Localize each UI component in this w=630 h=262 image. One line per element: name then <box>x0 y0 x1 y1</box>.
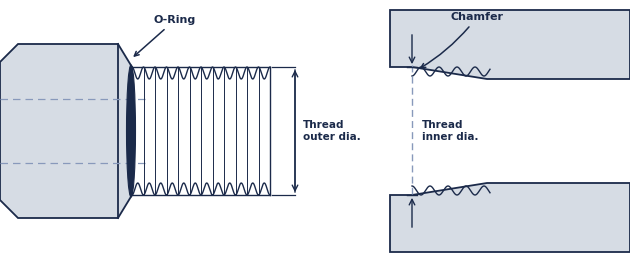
Text: Thread
inner dia.: Thread inner dia. <box>422 120 479 142</box>
Polygon shape <box>118 44 132 218</box>
Polygon shape <box>390 10 630 79</box>
Polygon shape <box>390 183 630 252</box>
Text: Thread
outer dia.: Thread outer dia. <box>303 120 361 142</box>
Text: O-Ring: O-Ring <box>134 15 196 56</box>
Bar <box>132 67 270 195</box>
Polygon shape <box>0 44 118 218</box>
Text: Chamfer: Chamfer <box>421 12 503 68</box>
Ellipse shape <box>127 65 135 197</box>
